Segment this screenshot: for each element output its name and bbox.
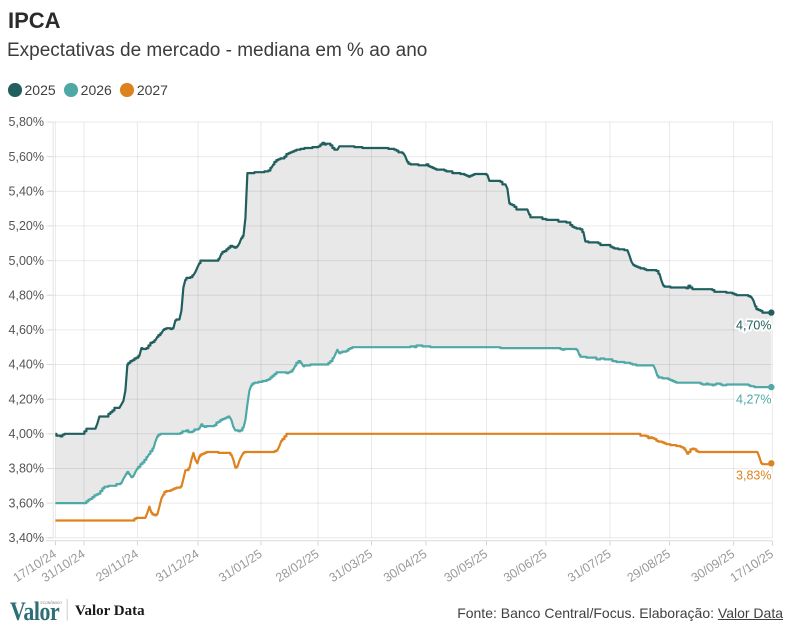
svg-text:4,80%: 4,80% (9, 288, 44, 302)
svg-text:Valor: Valor (10, 598, 60, 623)
svg-text:3,80%: 3,80% (9, 462, 44, 476)
svg-text:30/06/25: 30/06/25 (501, 547, 549, 585)
svg-text:5,40%: 5,40% (9, 185, 44, 199)
svg-text:5,20%: 5,20% (9, 219, 44, 233)
svg-text:3,83%: 3,83% (736, 469, 771, 483)
svg-text:ECONÔMICO: ECONÔMICO (41, 600, 63, 605)
svg-text:29/11/24: 29/11/24 (93, 547, 141, 585)
svg-text:4,00%: 4,00% (9, 427, 44, 441)
svg-text:3,60%: 3,60% (9, 496, 44, 510)
svg-text:3,83%: 3,83% (736, 469, 771, 483)
svg-text:5,60%: 5,60% (9, 150, 44, 164)
svg-text:4,70%: 4,70% (736, 319, 771, 333)
svg-text:4,27%: 4,27% (736, 393, 771, 407)
svg-text:5,00%: 5,00% (9, 254, 44, 268)
svg-text:3,40%: 3,40% (9, 531, 44, 545)
svg-text:17/10/25: 17/10/25 (728, 547, 776, 585)
svg-text:31/07/25: 31/07/25 (565, 547, 613, 585)
svg-text:4,70%: 4,70% (736, 319, 771, 333)
svg-text:4,40%: 4,40% (9, 358, 44, 372)
svg-text:31/01/25: 31/01/25 (216, 547, 264, 585)
svg-text:5,80%: 5,80% (9, 115, 44, 129)
svg-text:30/05/25: 30/05/25 (442, 547, 490, 585)
svg-text:30/04/25: 30/04/25 (381, 547, 429, 585)
svg-text:4,20%: 4,20% (9, 392, 44, 406)
svg-text:4,60%: 4,60% (9, 323, 44, 337)
svg-text:4,27%: 4,27% (736, 393, 771, 407)
svg-text:28/02/25: 28/02/25 (273, 547, 321, 585)
svg-text:29/08/25: 29/08/25 (625, 547, 673, 585)
svg-text:31/03/25: 31/03/25 (327, 547, 375, 585)
svg-text:30/09/25: 30/09/25 (689, 547, 737, 585)
svg-text:31/12/24: 31/12/24 (153, 547, 201, 585)
svg-text:Valor Data: Valor Data (75, 603, 145, 619)
